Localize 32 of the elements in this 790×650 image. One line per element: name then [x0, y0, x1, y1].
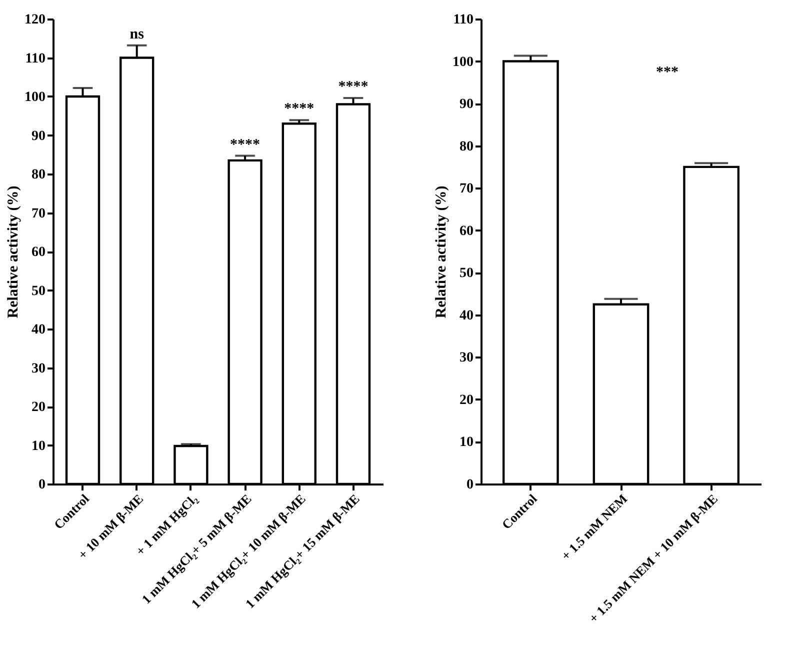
- y-tick-label: 30: [32, 361, 46, 376]
- y-tick-label: 50: [460, 266, 474, 282]
- y-tick-label: 10: [460, 435, 474, 450]
- data-label: ****: [338, 79, 368, 96]
- y-tick-label: 60: [32, 245, 46, 260]
- y-tick-label: 80: [32, 168, 46, 182]
- data-label: ****: [230, 136, 260, 153]
- y-tick-label: 90: [32, 128, 46, 144]
- y-tick-label: 20: [32, 400, 46, 415]
- y-tick-label: 70: [32, 206, 46, 222]
- y-tick-label: 40: [32, 322, 46, 338]
- y-tick-label: 0: [466, 478, 474, 492]
- y-tick-label: 110: [453, 12, 474, 28]
- y-tick-label: 60: [460, 224, 474, 239]
- y-tick-label: 100: [452, 54, 474, 70]
- y-tick-label: 70: [460, 182, 474, 197]
- y-tick-label: 0: [38, 478, 46, 492]
- y-tick-label: 110: [25, 51, 46, 66]
- y-tick-label: 50: [32, 284, 46, 299]
- y-tick-label: 30: [460, 350, 474, 366]
- y-axis-title: Relative activity (%): [434, 186, 450, 318]
- y-axis-title: Relative activity (%): [6, 186, 22, 318]
- data-label: ****: [284, 101, 314, 118]
- y-tick-label: 20: [460, 392, 474, 408]
- y-tick-label: 80: [460, 139, 474, 154]
- data-label: ns: [130, 26, 144, 42]
- y-tick-label: 100: [24, 90, 46, 105]
- y-tick-label: 10: [32, 438, 46, 454]
- annotation: ***: [656, 64, 678, 80]
- y-tick-label: 120: [24, 12, 46, 28]
- y-tick-label: 40: [460, 308, 474, 324]
- y-tick-label: 90: [460, 97, 474, 112]
